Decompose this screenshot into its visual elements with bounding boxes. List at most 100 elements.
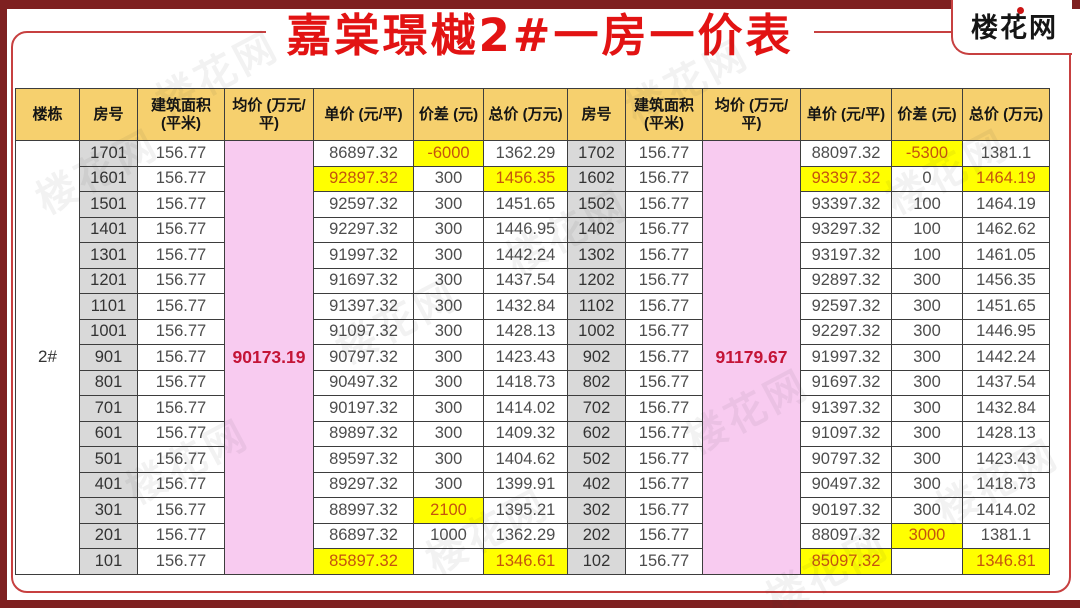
title-wrap: 嘉棠璟樾2#一房一价表 [0,6,1080,67]
room-cell: 1202 [567,267,626,294]
col-room-left: 房号 [79,88,138,141]
table-row: 1301 156.77 91997.32 300 1442.24 1302 156.77 93… [16,242,1050,269]
room-cell: 902 [567,344,626,371]
area-cell: 156.77 [137,497,225,524]
unit-price-cell: 90497.32 [800,471,892,498]
site-logo-text: 楼花网 [971,13,1058,44]
total-price-cell: 1451.65 [483,191,568,218]
table-row: 601 156.77 89897.32 300 1409.32 602 156.77 9109… [16,420,1050,447]
col-total-left: 总价 (万元) [483,88,568,141]
area-cell: 156.77 [625,522,703,549]
room-cell: 901 [79,344,138,371]
unit-price-cell: 93197.32 [800,242,892,269]
area-cell: 156.77 [137,140,225,167]
total-price-cell: 1446.95 [962,318,1050,345]
room-cell: 1201 [79,267,138,294]
room-cell: 302 [567,497,626,524]
price-diff-cell: 300 [891,293,963,320]
col-diff-left: 价差 (元) [413,88,484,141]
total-price-cell: 1446.95 [483,216,568,243]
room-cell: 1102 [567,293,626,320]
price-diff-cell: 300 [413,369,484,396]
room-cell: 1601 [79,165,138,192]
price-table-body: 2# 1701 156.77 90173.19 86897.32 -6000 1362.29… [15,140,1050,575]
col-avg-right: 均价 (万元/ 平) [702,88,801,141]
table-row: 1601 156.77 92897.32 300 1456.35 1602 156.77 93… [16,165,1050,192]
col-unit-right: 单价 (元/平) [800,88,892,141]
unit-price-cell: 90197.32 [800,497,892,524]
unit-price-cell: 92297.32 [313,216,414,243]
area-cell: 156.77 [625,344,703,371]
price-diff-cell [891,548,963,575]
area-cell: 156.77 [625,318,703,345]
unit-price-cell: 89597.32 [313,446,414,473]
total-price-cell: 1418.73 [483,369,568,396]
price-diff-cell: 300 [891,497,963,524]
unit-price-cell: 90497.32 [313,369,414,396]
area-cell: 156.77 [625,446,703,473]
area-cell: 156.77 [137,369,225,396]
total-price-cell: 1409.32 [483,420,568,447]
room-cell: 202 [567,522,626,549]
area-cell: 156.77 [625,497,703,524]
price-diff-cell: 300 [413,446,484,473]
price-diff-cell: 300 [413,344,484,371]
price-diff-cell: 300 [891,267,963,294]
area-cell: 156.77 [625,191,703,218]
table-row: 1101 156.77 91397.32 300 1432.84 1102 156.77 92… [16,293,1050,320]
unit-price-cell: 85897.32 [313,548,414,575]
price-diff-cell: 300 [413,165,484,192]
room-cell: 501 [79,446,138,473]
table-row: 501 156.77 89597.32 300 1404.62 502 156.77 9079… [16,446,1050,473]
price-diff-cell: 1000 [413,522,484,549]
price-diff-cell: 300 [891,344,963,371]
room-cell: 201 [79,522,138,549]
table-row: 701 156.77 90197.32 300 1414.02 702 156.77 9139… [16,395,1050,422]
price-diff-cell: 100 [891,191,963,218]
price-diff-cell: 300 [891,318,963,345]
room-cell: 402 [567,471,626,498]
total-price-cell: 1437.54 [483,267,568,294]
total-price-cell: 1432.84 [962,395,1050,422]
price-diff-cell: 300 [413,395,484,422]
room-cell: 502 [567,446,626,473]
unit-price-cell: 86897.32 [313,140,414,167]
area-cell: 156.77 [625,548,703,575]
total-price-cell: 1395.21 [483,497,568,524]
unit-price-cell: 91397.32 [313,293,414,320]
table-row: 1401 156.77 92297.32 300 1446.95 1402 156.77 93… [16,216,1050,243]
total-price-cell: 1423.43 [483,344,568,371]
unit-price-cell: 88097.32 [800,140,892,167]
price-diff-cell: 300 [413,242,484,269]
price-diff-cell: 300 [413,191,484,218]
table-row: 101 156.77 85897.32 1346.61 102 156.77 85097.3… [16,548,1050,575]
area-cell: 156.77 [137,191,225,218]
total-price-cell: 1414.02 [962,497,1050,524]
price-diff-cell: 300 [891,420,963,447]
bottom-border-bar [0,600,1080,608]
total-price-cell: 1442.24 [483,242,568,269]
unit-price-cell: 85097.32 [800,548,892,575]
unit-price-cell: 92897.32 [313,165,414,192]
price-diff-cell: 300 [413,471,484,498]
total-price-cell: 1399.91 [483,471,568,498]
area-cell: 156.77 [625,420,703,447]
table-row: 401 156.77 89297.32 300 1399.91 402 156.77 9049… [16,471,1050,498]
area-cell: 156.77 [137,344,225,371]
total-price-cell: 1362.29 [483,140,568,167]
total-price-cell: 1381.1 [962,140,1050,167]
total-price-cell: 1461.05 [962,242,1050,269]
room-cell: 601 [79,420,138,447]
room-cell: 102 [567,548,626,575]
col-building: 楼栋 [15,88,80,141]
price-diff-cell: 300 [891,446,963,473]
unit-price-cell: 91997.32 [800,344,892,371]
price-diff-cell [413,548,484,575]
price-diff-cell: -5300 [891,140,963,167]
total-price-cell: 1464.19 [962,191,1050,218]
unit-price-cell: 89897.32 [313,420,414,447]
price-diff-cell: 300 [413,420,484,447]
price-diff-cell: 2100 [413,497,484,524]
total-price-cell: 1428.13 [962,420,1050,447]
